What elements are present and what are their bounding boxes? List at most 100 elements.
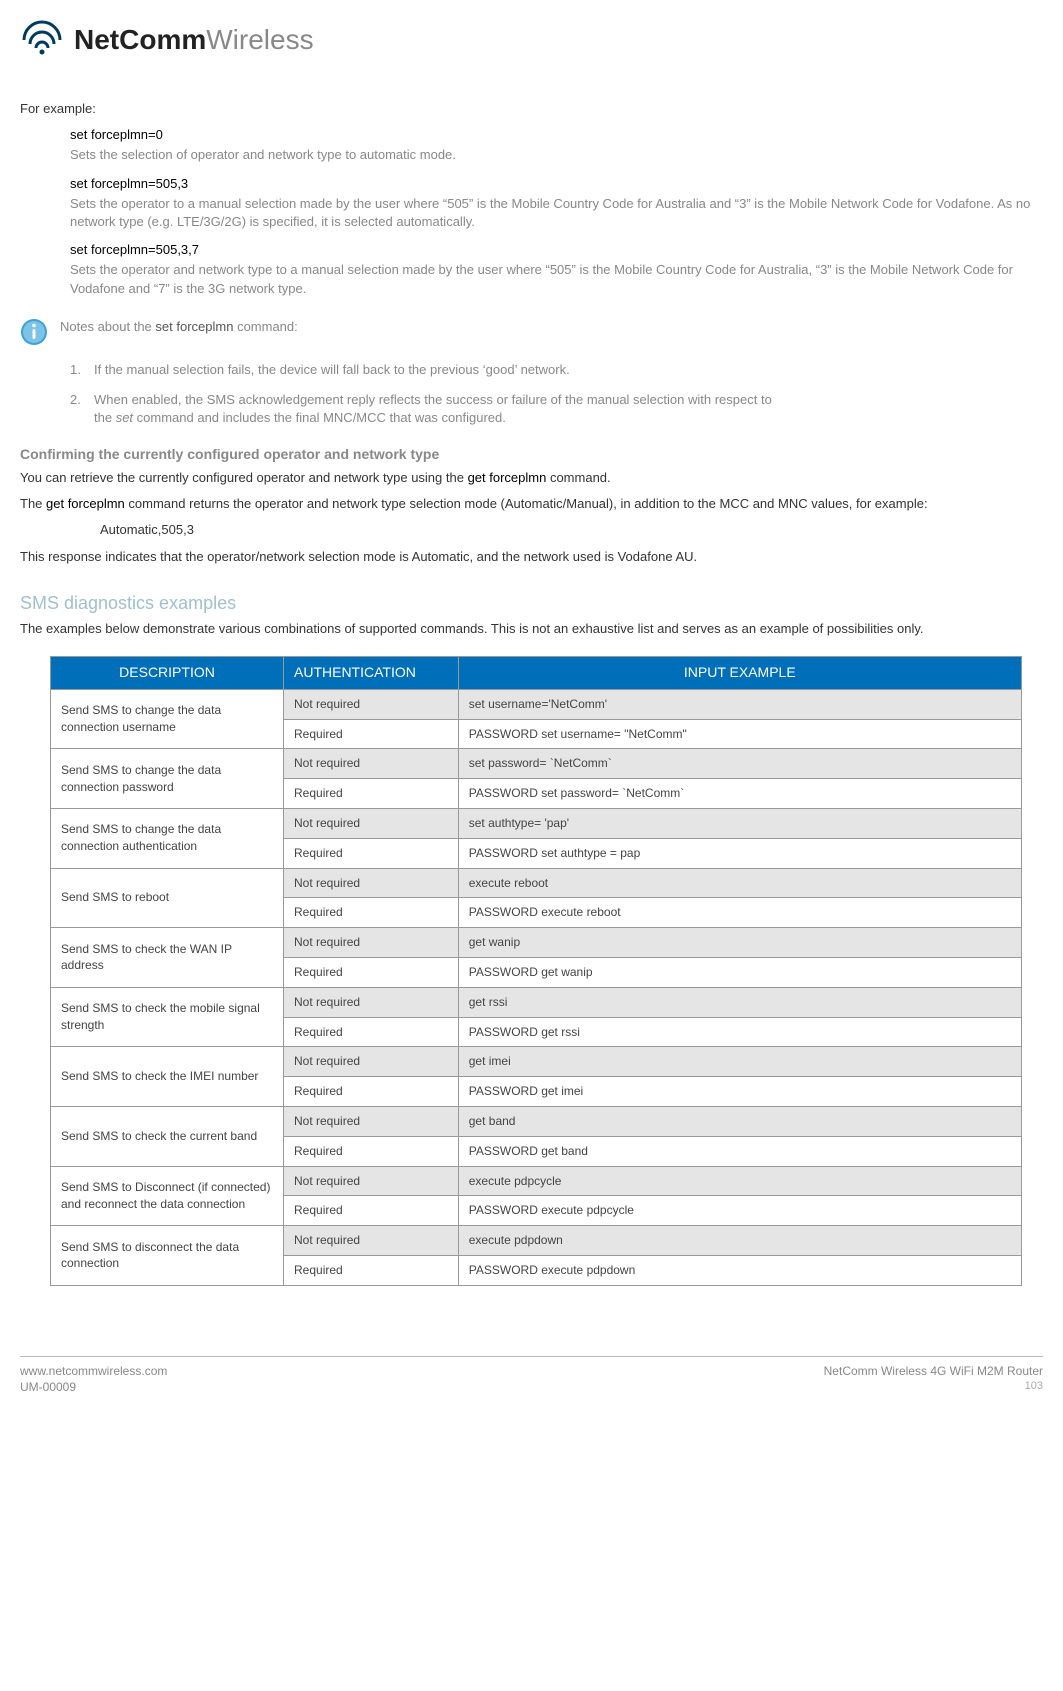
notes-lead-post: command: <box>233 319 297 334</box>
input-cell: PASSWORD set password= `NetComm` <box>458 779 1021 809</box>
table-row: Send SMS to rebootNot requiredexecute re… <box>51 868 1022 898</box>
input-cell: PASSWORD execute pdpdown <box>458 1255 1021 1285</box>
auth-cell: Required <box>284 957 459 987</box>
confirm-p2: The get forceplmn command returns the op… <box>20 495 1043 513</box>
logo-light: Wireless <box>206 24 313 55</box>
note-num-1: 1. <box>70 361 94 379</box>
row-description: Send SMS to check the WAN IP address <box>51 928 284 988</box>
logo-text: NetCommWireless <box>74 20 314 59</box>
th-description: DESCRIPTION <box>51 657 284 690</box>
notes-lead-cmd: set forceplmn <box>155 319 233 334</box>
auth-cell: Not required <box>284 749 459 779</box>
row-description: Send SMS to check the mobile signal stre… <box>51 987 284 1047</box>
example-cmd-0: set forceplmn=0 <box>70 126 1043 144</box>
auth-cell: Required <box>284 1017 459 1047</box>
table-row: Send SMS to change the data connection a… <box>51 808 1022 838</box>
note-num-2: 2. <box>70 391 94 427</box>
page-footer: www.netcommwireless.com UM-00009 NetComm… <box>20 1356 1043 1397</box>
example-desc-1: Sets the operator to a manual selection … <box>70 195 1043 231</box>
footer-docid: UM-00009 <box>20 1379 167 1396</box>
note-item-2: 2. When enabled, the SMS acknowledgement… <box>70 391 1043 427</box>
input-cell: get band <box>458 1106 1021 1136</box>
table-row: Send SMS to check the current bandNot re… <box>51 1106 1022 1136</box>
row-description: Send SMS to change the data connection u… <box>51 689 284 749</box>
auth-cell: Not required <box>284 1047 459 1077</box>
auth-cell: Required <box>284 1196 459 1226</box>
input-cell: get rssi <box>458 987 1021 1017</box>
notes-list: 1. If the manual selection fails, the de… <box>70 361 1043 428</box>
auth-cell: Required <box>284 1077 459 1107</box>
table-row: Send SMS to Disconnect (if connected) an… <box>51 1166 1022 1196</box>
notes-lead-pre: Notes about the <box>60 319 155 334</box>
info-note: Notes about the set forceplmn command: <box>20 318 1043 351</box>
brand-logo: NetCommWireless <box>20 20 1043 60</box>
intro-text: For example: <box>20 100 1043 118</box>
input-cell: execute pdpdown <box>458 1226 1021 1256</box>
table-row: Send SMS to change the data connection u… <box>51 689 1022 719</box>
input-cell: PASSWORD get imei <box>458 1077 1021 1107</box>
table-row: Send SMS to check the mobile signal stre… <box>51 987 1022 1017</box>
confirm-sample: Automatic,505,3 <box>100 521 1043 539</box>
auth-cell: Required <box>284 838 459 868</box>
auth-cell: Required <box>284 898 459 928</box>
info-icon <box>20 318 48 351</box>
input-cell: execute reboot <box>458 868 1021 898</box>
example-desc-0: Sets the selection of operator and netwo… <box>70 146 1043 164</box>
footer-page: 103 <box>824 1379 1043 1394</box>
input-cell: PASSWORD get wanip <box>458 957 1021 987</box>
auth-cell: Required <box>284 779 459 809</box>
table-row: Send SMS to change the data connection p… <box>51 749 1022 779</box>
example-cmd-2: set forceplmn=505,3,7 <box>70 241 1043 259</box>
sms-intro: The examples below demonstrate various c… <box>20 620 1043 638</box>
footer-url: www.netcommwireless.com <box>20 1363 167 1380</box>
input-cell: PASSWORD set username= "NetComm" <box>458 719 1021 749</box>
sms-heading: SMS diagnostics examples <box>20 591 1043 616</box>
confirm-p3: This response indicates that the operato… <box>20 548 1043 566</box>
input-cell: get imei <box>458 1047 1021 1077</box>
auth-cell: Required <box>284 1136 459 1166</box>
notes-lead: Notes about the set forceplmn command: <box>60 318 298 336</box>
input-cell: set username='NetComm' <box>458 689 1021 719</box>
input-cell: PASSWORD set authtype = pap <box>458 838 1021 868</box>
auth-cell: Not required <box>284 928 459 958</box>
footer-right: NetComm Wireless 4G WiFi M2M Router 103 <box>824 1363 1043 1397</box>
th-authentication: AUTHENTICATION <box>284 657 459 690</box>
input-cell: PASSWORD execute pdpcycle <box>458 1196 1021 1226</box>
row-description: Send SMS to check the current band <box>51 1106 284 1166</box>
auth-cell: Not required <box>284 868 459 898</box>
note-text-1: If the manual selection fails, the devic… <box>94 361 570 379</box>
row-description: Send SMS to check the IMEI number <box>51 1047 284 1107</box>
example-cmd-1: set forceplmn=505,3 <box>70 175 1043 193</box>
auth-cell: Not required <box>284 808 459 838</box>
note-text-2: When enabled, the SMS acknowledgement re… <box>94 391 772 427</box>
input-cell: PASSWORD get rssi <box>458 1017 1021 1047</box>
table-row: Send SMS to check the WAN IP addressNot … <box>51 928 1022 958</box>
row-description: Send SMS to change the data connection a… <box>51 808 284 868</box>
wifi-icon <box>20 20 64 60</box>
auth-cell: Not required <box>284 987 459 1017</box>
auth-cell: Required <box>284 719 459 749</box>
table-row: Send SMS to check the IMEI numberNot req… <box>51 1047 1022 1077</box>
table-row: Send SMS to disconnect the data connecti… <box>51 1226 1022 1256</box>
auth-cell: Not required <box>284 689 459 719</box>
auth-cell: Not required <box>284 1106 459 1136</box>
th-input-example: INPUT EXAMPLE <box>458 657 1021 690</box>
auth-cell: Not required <box>284 1226 459 1256</box>
footer-left: www.netcommwireless.com UM-00009 <box>20 1363 167 1397</box>
auth-cell: Required <box>284 1255 459 1285</box>
confirm-heading: Confirming the currently configured oper… <box>20 445 1043 465</box>
input-cell: execute pdpcycle <box>458 1166 1021 1196</box>
table-header-row: DESCRIPTION AUTHENTICATION INPUT EXAMPLE <box>51 657 1022 690</box>
input-cell: PASSWORD execute reboot <box>458 898 1021 928</box>
example-desc-2: Sets the operator and network type to a … <box>70 261 1043 297</box>
row-description: Send SMS to change the data connection p… <box>51 749 284 809</box>
note-item-1: 1. If the manual selection fails, the de… <box>70 361 1043 379</box>
row-description: Send SMS to reboot <box>51 868 284 928</box>
sms-table: DESCRIPTION AUTHENTICATION INPUT EXAMPLE… <box>50 656 1022 1286</box>
input-cell: PASSWORD get band <box>458 1136 1021 1166</box>
input-cell: set authtype= 'pap' <box>458 808 1021 838</box>
logo-bold: NetComm <box>74 24 206 55</box>
row-description: Send SMS to disconnect the data connecti… <box>51 1226 284 1286</box>
footer-product: NetComm Wireless 4G WiFi M2M Router <box>824 1363 1043 1380</box>
row-description: Send SMS to Disconnect (if connected) an… <box>51 1166 284 1226</box>
